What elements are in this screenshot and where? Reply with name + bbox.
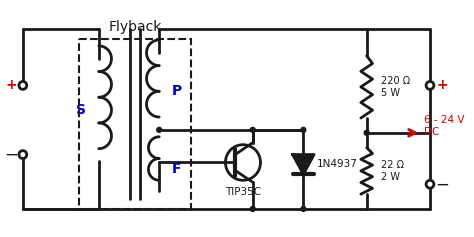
Text: 6 - 24 V
DC: 6 - 24 V DC [424, 115, 465, 137]
Text: F: F [172, 162, 182, 176]
Circle shape [301, 206, 306, 211]
Circle shape [19, 151, 27, 159]
Circle shape [301, 128, 306, 132]
Text: Flyback: Flyback [109, 20, 162, 34]
Text: P: P [172, 84, 182, 98]
Circle shape [426, 180, 434, 188]
Text: 220 Ω
5 W: 220 Ω 5 W [381, 76, 410, 98]
Polygon shape [292, 155, 314, 174]
Text: −: − [436, 175, 450, 193]
Circle shape [19, 82, 27, 89]
Circle shape [157, 128, 162, 132]
Text: +: + [5, 78, 17, 92]
Circle shape [250, 206, 255, 211]
Text: S: S [76, 103, 86, 117]
Text: −: − [4, 146, 18, 164]
Text: 22 Ω
2 W: 22 Ω 2 W [381, 160, 404, 182]
Text: 1N4937: 1N4937 [317, 160, 358, 169]
Text: TIP35C: TIP35C [225, 187, 261, 197]
Text: +: + [437, 78, 448, 92]
Circle shape [426, 82, 434, 89]
Circle shape [364, 130, 369, 135]
Circle shape [250, 128, 255, 132]
